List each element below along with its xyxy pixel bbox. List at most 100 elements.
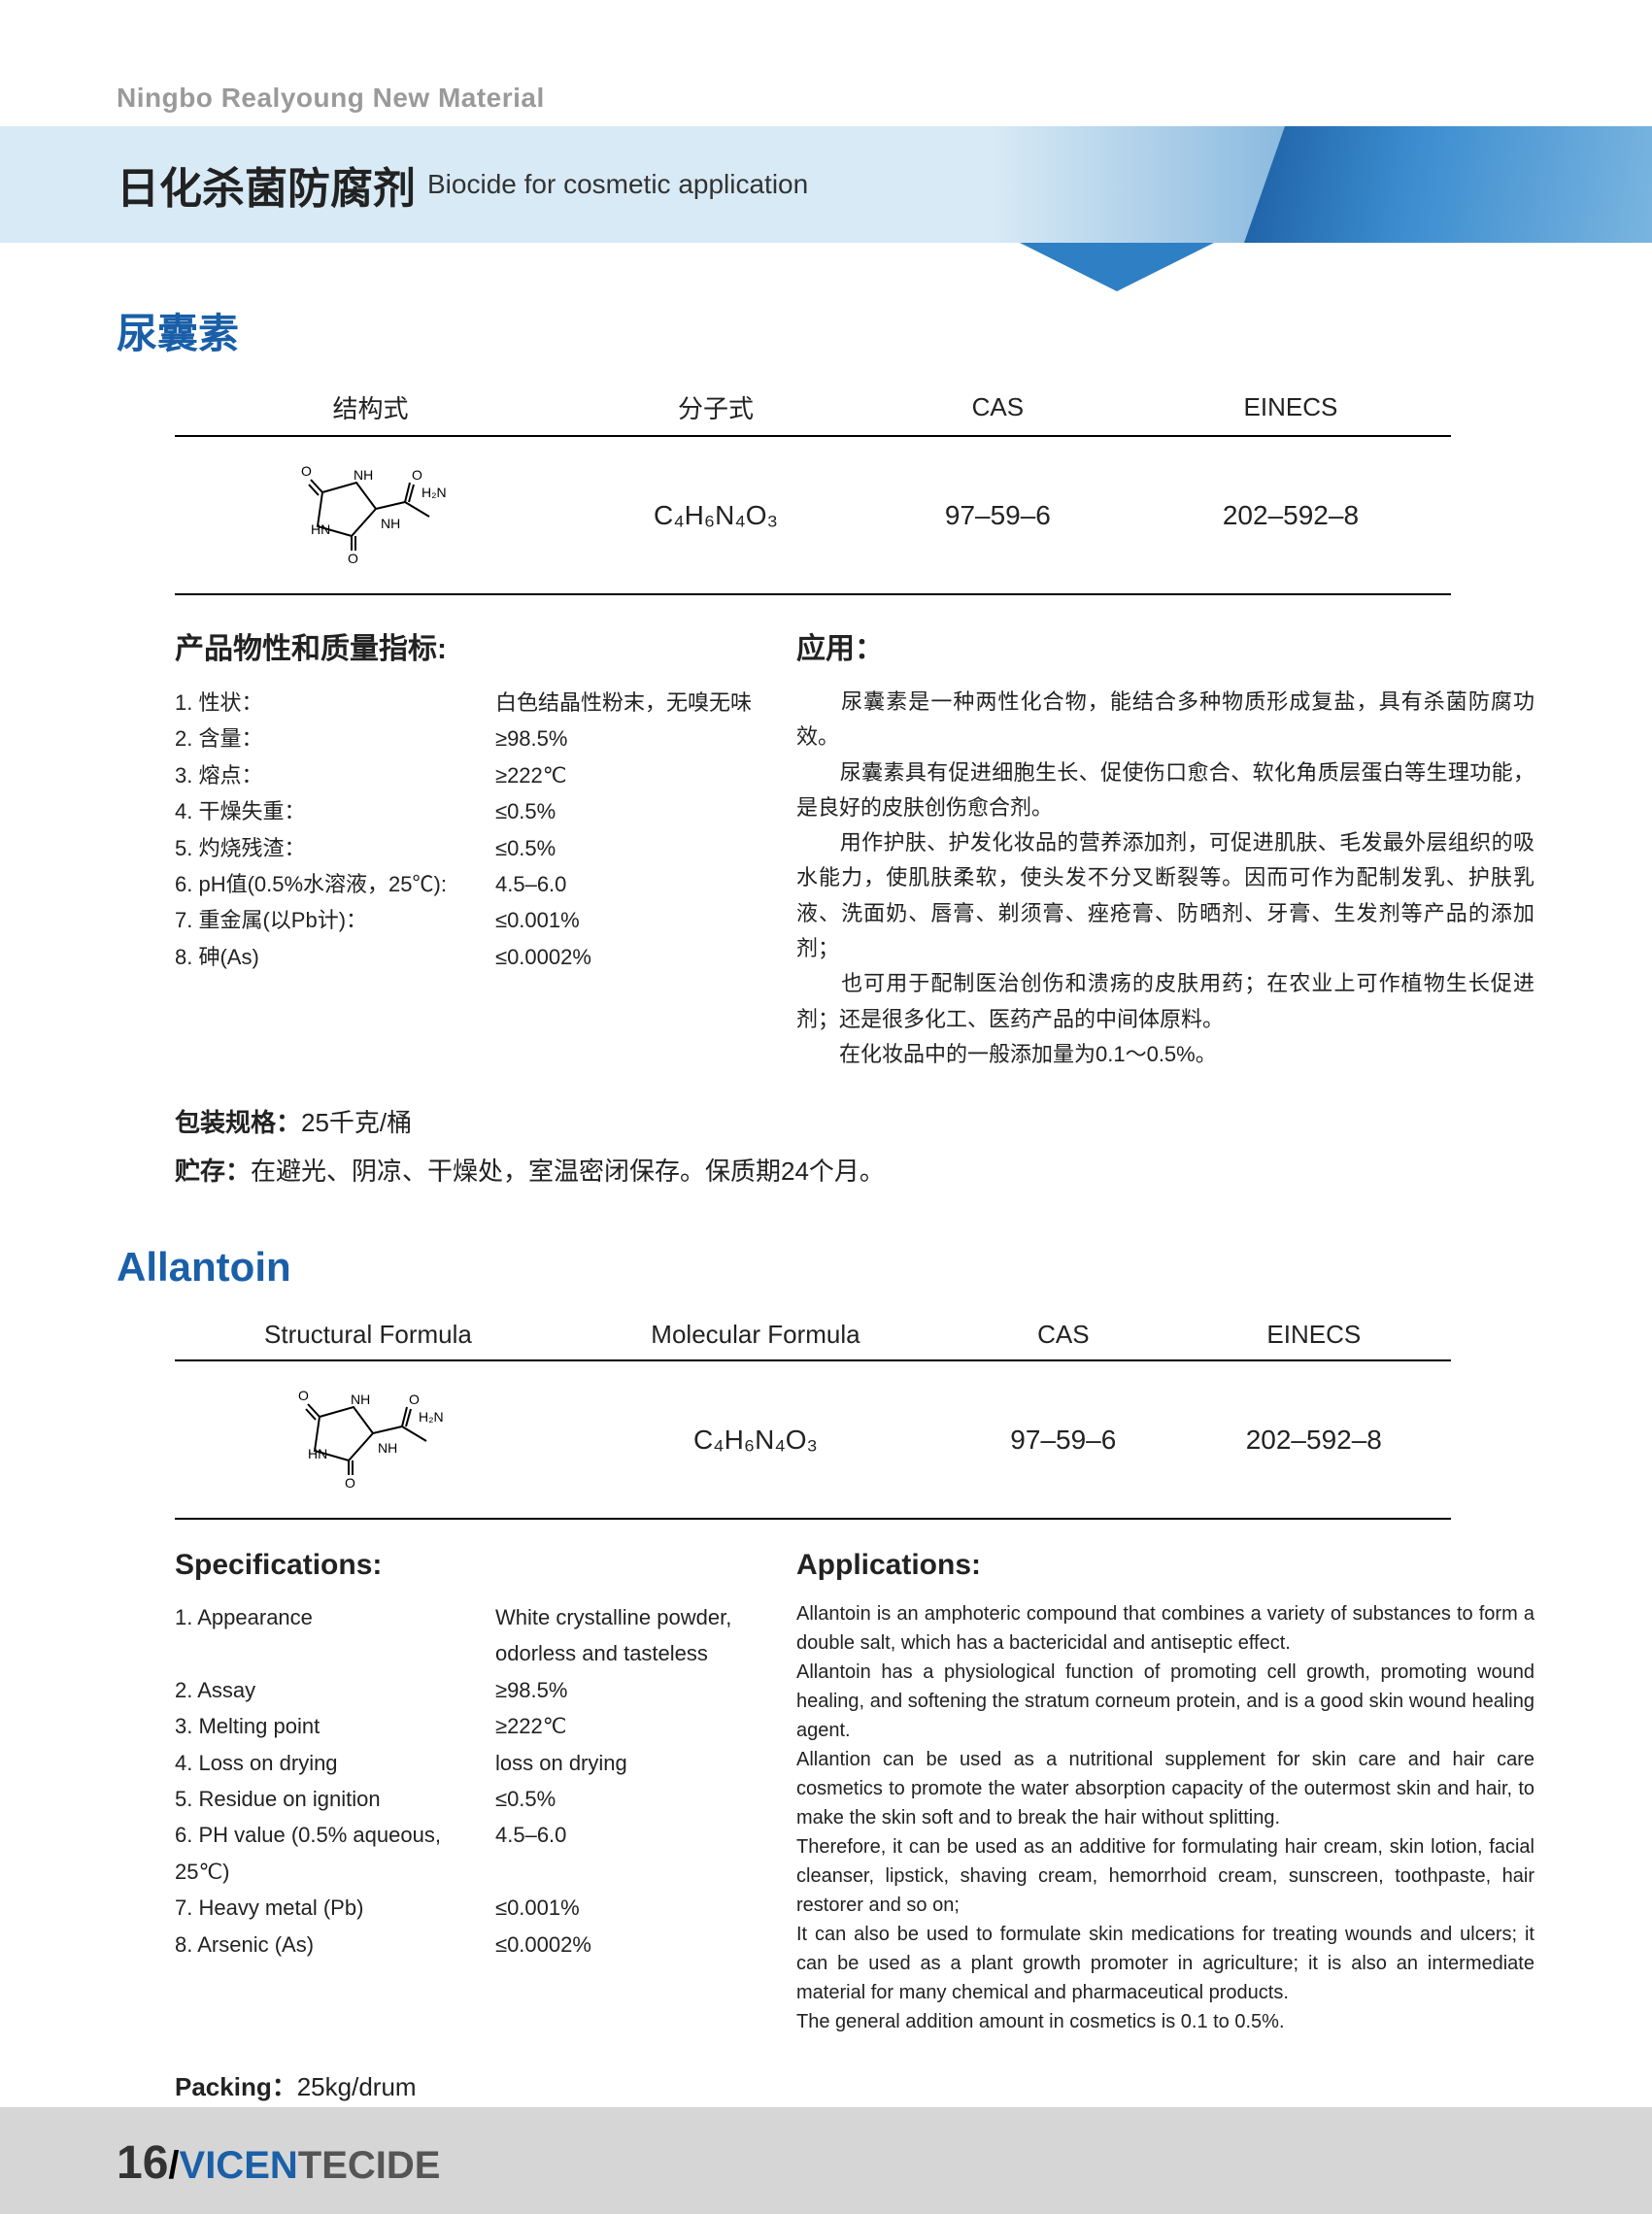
page-banner: 日化杀菌防腐剂 Biocide for cosmetic application: [0, 126, 1652, 243]
spec-row: 6. pH值(0.5%水溶液，25℃):4.5–6.0: [175, 866, 758, 902]
app-paragraph: 用作护肤、护发化妆品的营养添加剂，可促进肌肤、毛发最外层组织的吸水能力，使肌肤柔…: [796, 825, 1534, 966]
spec-label: 7. Heavy metal (Pb): [175, 1890, 495, 1926]
page-number: 16: [117, 2137, 168, 2189]
spec-label: 8. Arsenic (As): [175, 1927, 495, 1962]
spec-value: ≤0.001%: [495, 1890, 758, 1926]
spec-head-en: Specifications:: [175, 1549, 758, 1582]
spec-row: 3. 熔点：≥222℃: [175, 757, 758, 793]
app-paragraph: Allantoin has a physiological function o…: [796, 1658, 1534, 1745]
spec-row: 5. Residue on ignition≤0.5%: [175, 1781, 758, 1817]
spec-label: 1. Appearance: [175, 1599, 495, 1672]
banner-title-en: Biocide for cosmetic application: [427, 169, 808, 200]
spec-value: loss on drying: [495, 1745, 758, 1781]
app-paragraph: 在化妆品中的一般添加量为0.1～0.5%。: [796, 1037, 1534, 1072]
spec-value: White crystalline powder, odorless and t…: [495, 1599, 758, 1672]
spec-row: 6. PH value (0.5% aqueous, 25℃)4.5–6.0: [175, 1817, 758, 1890]
spec-label: 3. 熔点：: [175, 757, 495, 793]
svg-text:NH: NH: [354, 467, 373, 483]
spec-value: ≤0.5%: [495, 1781, 758, 1817]
section-en: Allantoin Structural Formula Molecular F…: [117, 1244, 1534, 2207]
svg-text:H₂N: H₂N: [421, 485, 447, 500]
cas-en: 97–59–6: [950, 1360, 1177, 1519]
svg-text:NH: NH: [381, 516, 400, 531]
structure-svg-en: O O O HN NH NH H₂N: [175, 1360, 561, 1519]
cas-cn: 97–59–6: [865, 436, 1130, 594]
header-table-cn: 结构式 分子式 CAS EINECS: [175, 380, 1451, 595]
section-title-en: Allantoin: [117, 1244, 1534, 1291]
store-label-cn: 贮存：: [175, 1157, 251, 1186]
section-cn: 尿囊素 结构式 分子式 CAS EINECS: [117, 301, 1534, 1195]
spec-label: 4. 干燥失重：: [175, 793, 495, 829]
spec-value: ≥222℃: [495, 1708, 758, 1744]
spec-label: 5. Residue on ignition: [175, 1781, 495, 1817]
th-einecs-cn: EINECS: [1130, 380, 1451, 436]
spec-value: 4.5–6.0: [495, 1817, 758, 1890]
spec-row: 7. 重金属(以Pb计)：≤0.001%: [175, 902, 758, 938]
spec-row: 5. 灼烧残渣：≤0.5%: [175, 830, 758, 866]
einecs-en: 202–592–8: [1177, 1360, 1451, 1519]
section-title-cn: 尿囊素: [117, 301, 1534, 360]
svg-text:O: O: [345, 1475, 355, 1490]
spec-value: 4.5–6.0: [495, 866, 758, 902]
app-paragraph: 尿囊素是一种两性化合物，能结合多种物质形成复盐，具有杀菌防腐功效。: [796, 685, 1534, 755]
svg-text:O: O: [301, 463, 312, 479]
app-paragraph: It can also be used to formulate skin me…: [796, 1920, 1534, 2007]
app-paragraph: Allantoin is an amphoteric compound that…: [796, 1599, 1534, 1658]
spec-row: 3. Melting point≥222℃: [175, 1708, 758, 1744]
spec-row: 2. Assay≥98.5%: [175, 1672, 758, 1708]
svg-text:O: O: [298, 1388, 309, 1403]
svg-text:HN: HN: [308, 1446, 327, 1461]
th-cas-en: CAS: [950, 1310, 1177, 1360]
mf-en: C₄H₆N₄O₃: [561, 1360, 950, 1519]
structure-svg-cn: O O O HN NH NH H₂N: [175, 436, 566, 594]
spec-value: ≤0.0002%: [495, 1927, 758, 1962]
app-paragraph: The general addition amount in cosmetics…: [796, 2007, 1534, 2036]
specs-en: Specifications: 1. AppearanceWhite cryst…: [175, 1549, 758, 2036]
svg-text:O: O: [348, 551, 358, 565]
spec-head-cn: 产品物性和质量指标:: [175, 624, 758, 667]
svg-text:O: O: [409, 1392, 420, 1407]
spec-row: 7. Heavy metal (Pb)≤0.001%: [175, 1890, 758, 1926]
svg-text:NH: NH: [378, 1440, 397, 1456]
th-einecs-en: EINECS: [1177, 1310, 1451, 1360]
brand-part1: VICEN: [180, 2144, 298, 2187]
app-paragraph: 尿囊素具有促进细胞生长、促使伤口愈合、软化角质层蛋白等生理功能，是良好的皮肤创伤…: [796, 755, 1534, 826]
spec-value: ≥222℃: [495, 757, 758, 793]
pack-val-cn: 25千克/桶: [301, 1108, 412, 1137]
pack-label-cn: 包装规格：: [175, 1108, 301, 1137]
app-en: Applications: Allantoin is an amphoteric…: [796, 1549, 1534, 2036]
pack-store-cn: 包装规格：25千克/桶 贮存：在避光、阴凉、干燥处，室温密闭保存。保质期24个月…: [175, 1099, 1534, 1195]
spec-value: ≤0.001%: [495, 902, 758, 938]
spec-value: ≥98.5%: [495, 721, 758, 756]
spec-label: 3. Melting point: [175, 1708, 495, 1744]
app-cn: 应用： 尿囊素是一种两性化合物，能结合多种物质形成复盐，具有杀菌防腐功效。 尿囊…: [796, 624, 1534, 1072]
th-mf-en: Molecular Formula: [561, 1310, 950, 1360]
spec-label: 5. 灼烧残渣：: [175, 830, 495, 866]
spec-label: 2. Assay: [175, 1672, 495, 1708]
spec-label: 6. pH值(0.5%水溶液，25℃):: [175, 866, 495, 902]
th-structure-en: Structural Formula: [175, 1310, 561, 1360]
header-table-en: Structural Formula Molecular Formula CAS…: [175, 1310, 1451, 1520]
spec-label: 1. 性状：: [175, 685, 495, 721]
spec-value: ≥98.5%: [495, 1672, 758, 1708]
company-name: Ningbo Realyoung New Material: [117, 83, 545, 114]
spec-row: 4. 干燥失重：≤0.5%: [175, 793, 758, 829]
svg-text:H₂N: H₂N: [419, 1409, 444, 1425]
app-head-en: Applications:: [796, 1549, 1534, 1582]
spec-row: 1. 性状：白色结晶性粉末，无嗅无味: [175, 685, 758, 721]
spec-value: 白色结晶性粉末，无嗅无味: [495, 685, 758, 721]
spec-row: 8. Arsenic (As)≤0.0002%: [175, 1927, 758, 1962]
spec-row: 2. 含量：≥98.5%: [175, 721, 758, 756]
svg-text:HN: HN: [311, 521, 330, 537]
mf-cn: C₄H₆N₄O₃: [566, 436, 865, 594]
store-val-cn: 在避光、阴凉、干燥处，室温密闭保存。保质期24个月。: [251, 1157, 885, 1186]
spec-label: 8. 砷(As): [175, 939, 495, 975]
spec-value: ≤0.0002%: [495, 939, 758, 975]
spec-label: 7. 重金属(以Pb计)：: [175, 902, 495, 938]
spec-value: ≤0.5%: [495, 830, 758, 866]
th-mf-cn: 分子式: [566, 380, 865, 436]
spec-label: 4. Loss on drying: [175, 1745, 495, 1781]
pack-val-en: 25kg/drum: [297, 2072, 417, 2101]
pack-label-en: Packing：: [175, 2072, 297, 2101]
specs-cn: 产品物性和质量指标: 1. 性状：白色结晶性粉末，无嗅无味2. 含量：≥98.5…: [175, 624, 758, 1072]
